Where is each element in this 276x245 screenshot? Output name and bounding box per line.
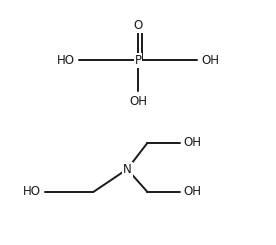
Text: HO: HO: [23, 185, 41, 198]
Text: OH: OH: [129, 95, 147, 108]
Text: P: P: [134, 54, 142, 67]
Text: HO: HO: [57, 54, 75, 67]
Text: OH: OH: [201, 54, 219, 67]
Text: OH: OH: [184, 136, 201, 149]
Text: OH: OH: [184, 185, 201, 198]
Text: O: O: [133, 19, 143, 32]
Text: N: N: [123, 163, 132, 176]
